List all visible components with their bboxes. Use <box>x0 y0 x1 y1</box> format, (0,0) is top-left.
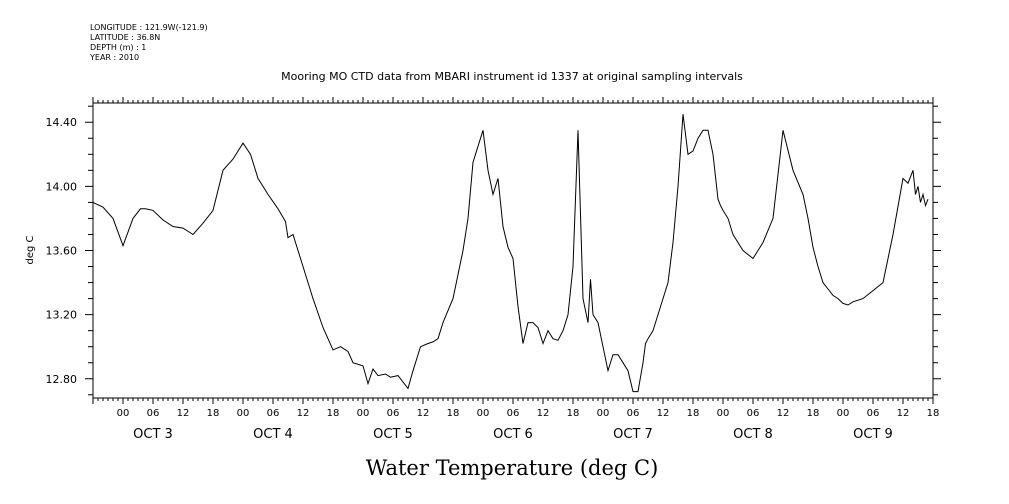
header-meta: LONGITUDE : 121.9W(-121.9) LATITUDE : 36… <box>89 23 208 62</box>
meta-latitude: LATITUDE : 36.8N <box>90 33 160 42</box>
chart-title: Mooring MO CTD data from MBARI instrumen… <box>281 70 743 83</box>
y-tick-label: 14.00 <box>46 180 78 193</box>
y-tick-labels: 12.80 13.20 13.60 14.00 14.40 <box>46 116 78 386</box>
hour-tick-label: 12 <box>657 408 670 419</box>
day-label: OCT 6 <box>493 427 533 442</box>
hour-tick-label: 06 <box>147 408 160 419</box>
series-line <box>92 114 929 393</box>
y-tick-label: 12.80 <box>46 373 78 386</box>
bottom-ticks <box>92 398 934 404</box>
hour-tick-label: 18 <box>327 408 340 419</box>
hour-tick-label: 06 <box>867 408 880 419</box>
hour-tick-label: 12 <box>777 408 790 419</box>
hour-tick-label: 00 <box>837 408 850 419</box>
hour-tick-label: 06 <box>507 408 520 419</box>
hour-tick-label: 18 <box>927 408 940 419</box>
y-tick-label: 13.20 <box>46 309 78 322</box>
hour-tick-label: 18 <box>567 408 580 419</box>
day-label: OCT 9 <box>853 427 893 442</box>
y-tick-label: 13.60 <box>46 245 78 258</box>
meta-year: YEAR : 2010 <box>89 53 139 62</box>
hour-tick-label: 00 <box>477 408 490 419</box>
hour-tick-label: 12 <box>417 408 430 419</box>
hour-tick-label: 06 <box>387 408 400 419</box>
hour-tick-label: 00 <box>597 408 610 419</box>
day-label: OCT 3 <box>133 427 173 442</box>
hour-labels: 00 06 12 18 00 06 12 18 00 06 12 18 00 06 12 18 00 06 12 18… <box>117 408 940 419</box>
top-ticks <box>92 97 934 103</box>
hour-tick-label: 12 <box>177 408 190 419</box>
x-axis-title: Water Temperature (deg C) <box>366 456 659 480</box>
meta-depth: DEPTH (m) : 1 <box>90 43 146 52</box>
y-ticks <box>85 105 941 396</box>
plot-frame <box>92 102 934 399</box>
hour-tick-label: 06 <box>267 408 280 419</box>
day-label: OCT 5 <box>373 427 413 442</box>
hour-tick-label: 00 <box>717 408 730 419</box>
day-label: OCT 4 <box>253 427 293 442</box>
meta-longitude: LONGITUDE : 121.9W(-121.9) <box>90 23 208 32</box>
y-tick-label: 14.40 <box>46 116 78 129</box>
hour-tick-label: 12 <box>297 408 310 419</box>
day-label: OCT 7 <box>613 427 653 442</box>
hour-tick-label: 06 <box>627 408 640 419</box>
hour-tick-label: 00 <box>357 408 370 419</box>
hour-tick-label: 00 <box>237 408 250 419</box>
hour-tick-label: 18 <box>447 408 460 419</box>
hour-tick-label: 18 <box>207 408 220 419</box>
hour-tick-label: 12 <box>537 408 550 419</box>
hour-tick-label: 06 <box>747 408 760 419</box>
day-label: OCT 8 <box>733 427 773 442</box>
day-labels: OCT 3 OCT 4 OCT 5 OCT 6 OCT 7 OCT 8 OCT 9 <box>133 427 893 442</box>
hour-tick-label: 18 <box>687 408 700 419</box>
y-axis-label: deg C <box>25 235 36 264</box>
hour-tick-label: 18 <box>807 408 820 419</box>
hour-tick-label: 12 <box>897 408 910 419</box>
hour-tick-label: 00 <box>117 408 130 419</box>
